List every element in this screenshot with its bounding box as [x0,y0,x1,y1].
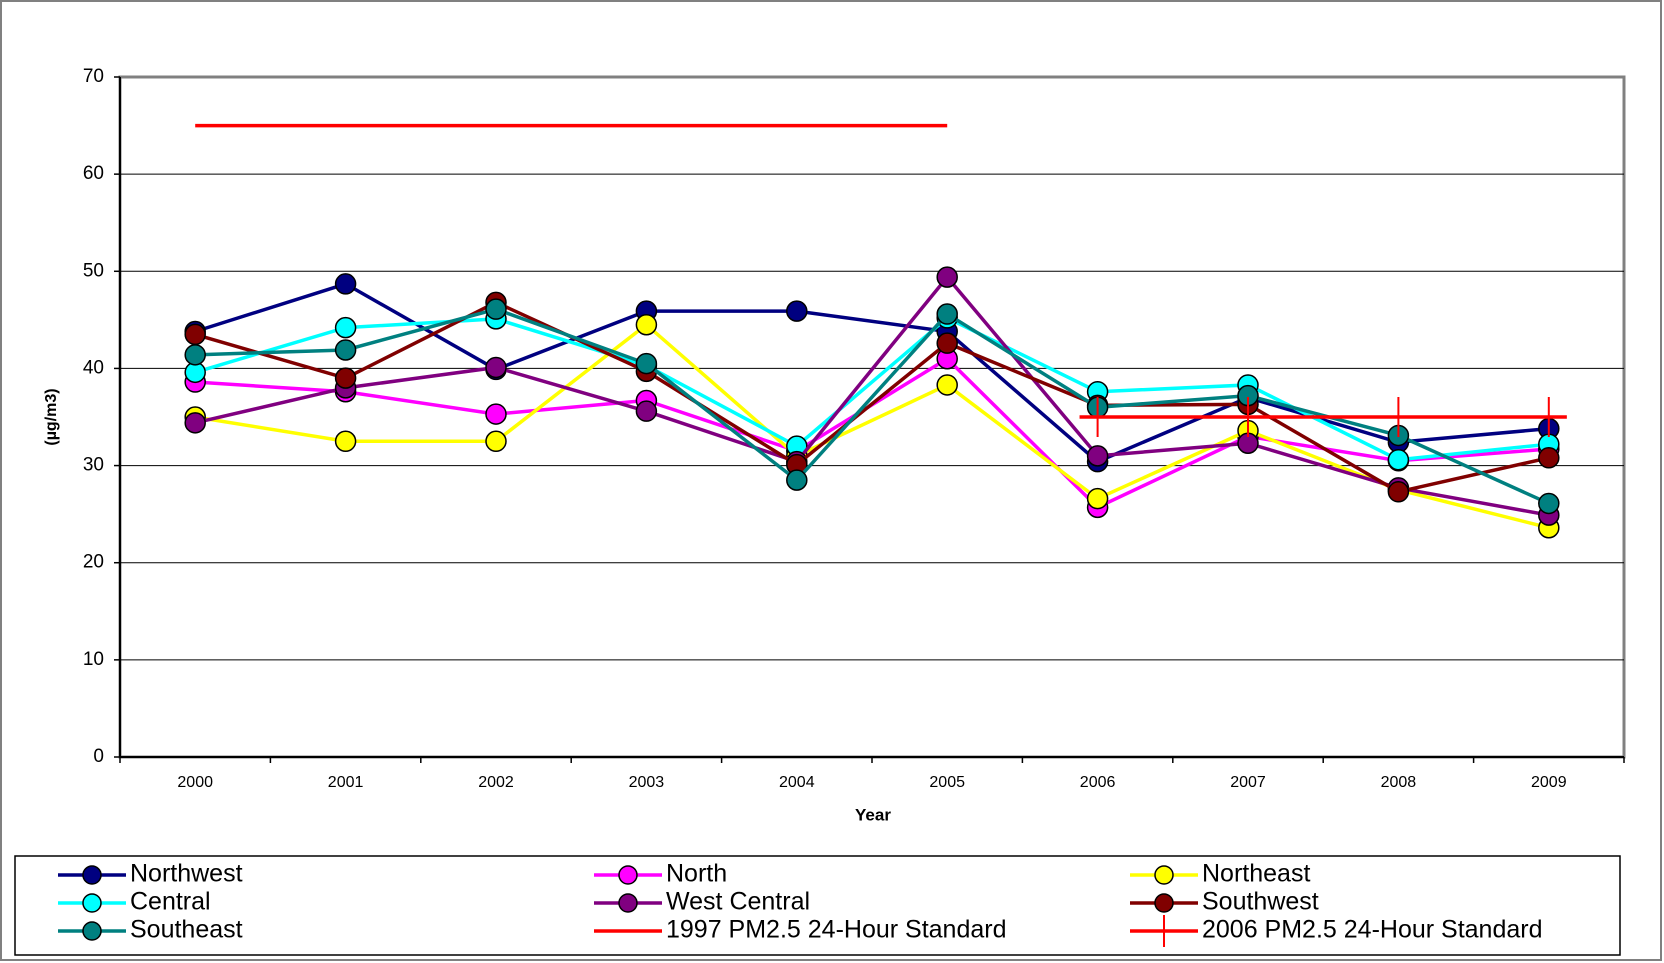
marker [1086,445,1109,467]
y-tick-label: 20 [83,552,104,573]
x-tick-label: 2007 [1230,774,1266,791]
marker [485,430,507,453]
x-tick-label: 2003 [629,774,665,791]
y-tick-label: 30 [83,455,104,476]
marker [618,893,638,913]
marker [1538,447,1560,469]
legend-label: 1997 PM2.5 24-Hour Standard [666,916,1007,944]
x-axis-label: Year [855,805,891,824]
series-line [194,322,1550,530]
marker [82,893,102,913]
marker [786,300,808,322]
marker [485,298,507,320]
marker [1083,397,1112,437]
marker [1384,397,1413,437]
x-tick-label: 2009 [1531,774,1567,791]
marker [635,313,658,336]
y-tick-label: 50 [83,260,104,281]
legend-label: West Central [666,888,810,916]
x-tick-label: 2004 [779,774,815,791]
legend-label: Southwest [1202,888,1319,916]
marker [485,356,507,379]
marker [936,332,958,354]
marker [1154,865,1174,885]
marker [184,412,206,434]
marker [635,400,658,422]
x-tick-label: 2006 [1080,774,1116,791]
x-tick-label: 2000 [177,774,213,791]
marker [334,273,357,295]
legend-label: North [666,860,727,888]
y-tick-label: 40 [83,357,104,378]
x-tick-label: 2008 [1381,774,1417,791]
marker [1387,481,1410,503]
legend-label: Southeast [130,916,243,944]
x-tick-label: 2005 [929,774,965,791]
marker [184,323,206,346]
series-line [194,315,1549,462]
marker [82,865,102,885]
legend-label: Northeast [1202,860,1310,888]
legend-box [14,855,1621,956]
legend-label: Central [130,888,211,916]
marker [1152,915,1176,947]
marker [82,921,102,941]
marker [936,374,958,396]
marker [936,266,958,288]
marker [1086,487,1109,510]
marker [786,469,808,491]
x-tick-label: 2002 [478,774,514,791]
marker [334,316,357,339]
marker [635,352,658,375]
marker [334,339,357,361]
marker [184,344,206,366]
marker [334,367,357,389]
marker [485,403,507,425]
x-tick-label: 2001 [328,774,364,791]
legend-label: 2006 PM2.5 24-Hour Standard [1202,916,1543,944]
y-tick-label: 10 [83,649,104,670]
marker [936,303,958,325]
series-line [194,282,1549,464]
marker [1534,397,1563,437]
marker [1387,448,1410,471]
y-tick-label: 70 [83,66,104,87]
y-axis-label: (µg/m3) [43,388,60,445]
marker [1538,492,1560,515]
series-line [194,300,1550,494]
marker [618,865,638,885]
legend-label: Northwest [130,860,243,888]
marker [334,430,357,453]
marker [1154,893,1174,913]
series-line [194,274,1550,517]
marker [1234,397,1262,437]
y-tick-label: 60 [83,163,104,184]
y-tick-label: 0 [93,746,104,767]
